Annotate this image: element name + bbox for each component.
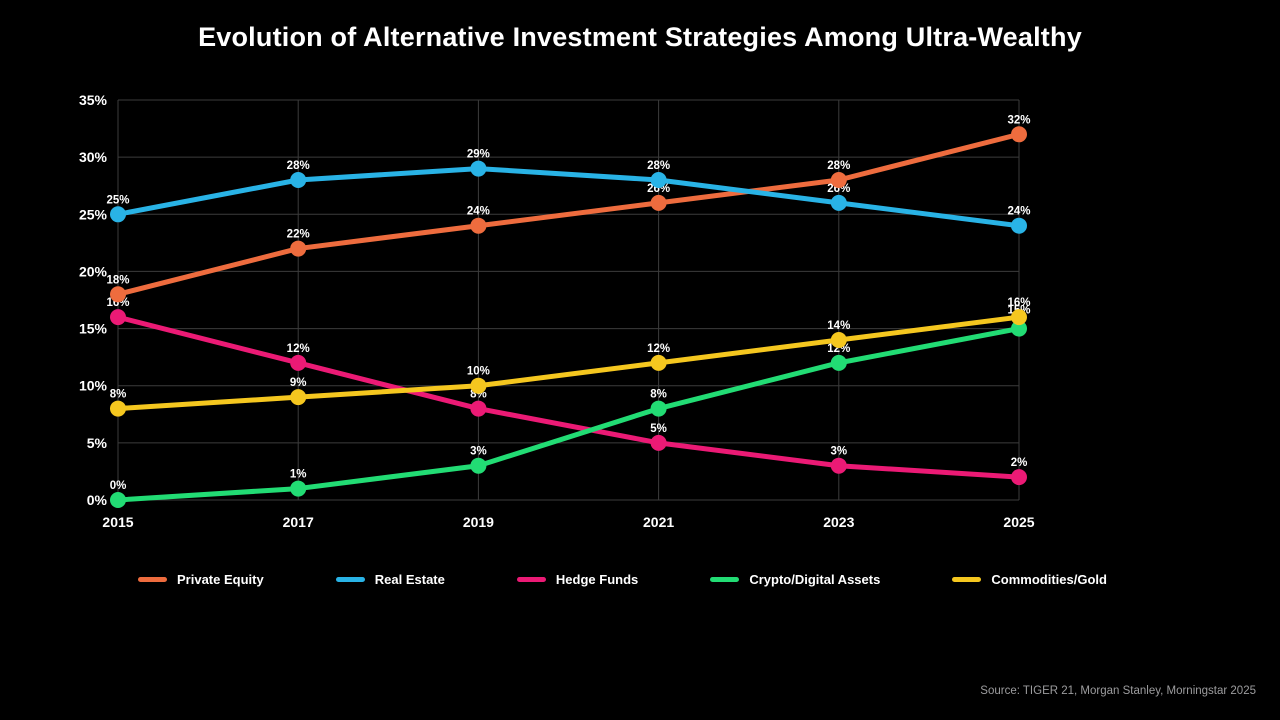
data-point — [830, 194, 847, 211]
data-point-label: 16% — [106, 297, 129, 309]
data-point — [650, 194, 667, 211]
data-point — [290, 240, 307, 257]
data-point — [290, 172, 307, 188]
data-point — [290, 389, 307, 406]
legend-label: Hedge Funds — [555, 572, 639, 587]
data-point — [1011, 320, 1027, 337]
data-point-label: 24% — [467, 206, 490, 218]
data-point — [110, 206, 126, 223]
data-point — [1011, 217, 1027, 234]
data-point-label: 8% — [650, 389, 667, 401]
x-axis-tick: 2015 — [102, 514, 133, 530]
legend-swatch — [710, 577, 740, 582]
data-point-label: 16% — [1007, 297, 1030, 309]
legend-item: Crypto/Digital Assets — [710, 572, 880, 587]
legend-label: Commodities/Gold — [991, 572, 1107, 587]
data-point — [110, 309, 126, 326]
legend-swatch — [335, 577, 365, 582]
legend-label: Crypto/Digital Assets — [749, 572, 881, 587]
data-point-label: 24% — [1007, 206, 1030, 218]
data-point-label: 5% — [650, 423, 667, 435]
data-point — [830, 172, 847, 188]
x-axis-tick: 2019 — [463, 514, 494, 530]
data-point — [830, 457, 847, 474]
series-line — [115, 166, 1022, 229]
data-point-label: 12% — [287, 343, 310, 355]
legend-label: Private Equity — [177, 572, 264, 587]
data-point — [830, 332, 847, 348]
data-point-label: 8% — [110, 389, 127, 401]
legend-swatch — [138, 577, 167, 582]
source-note: Source: TIGER 21, Morgan Stanley, Mornin… — [980, 685, 1256, 697]
data-point — [290, 354, 307, 371]
data-point — [110, 286, 126, 303]
x-axis-tick: 2023 — [823, 514, 854, 530]
data-point — [110, 492, 126, 508]
y-axis-tick: 20% — [79, 263, 108, 279]
legend-item: Real Estate — [335, 572, 445, 587]
data-point — [470, 377, 487, 394]
x-axis-tick: 2017 — [283, 514, 314, 530]
data-point-label: 1% — [290, 469, 307, 481]
data-point-label: 22% — [287, 229, 310, 241]
data-point-label: 3% — [470, 446, 487, 458]
legend-swatch — [952, 577, 982, 582]
data-point-label: 26% — [647, 183, 670, 195]
data-point-label: 18% — [106, 274, 129, 286]
x-axis-tick: 2025 — [1003, 514, 1034, 530]
data-point-label: 28% — [647, 160, 670, 172]
data-point-label: 29% — [467, 149, 490, 161]
data-point-label: 14% — [827, 320, 850, 332]
data-point — [470, 400, 487, 417]
data-point — [650, 172, 667, 188]
y-axis-tick: 15% — [79, 321, 108, 337]
series-line — [115, 314, 1022, 480]
data-point — [1011, 126, 1027, 143]
data-point — [650, 434, 667, 451]
data-point-label: 10% — [467, 366, 490, 378]
data-point-label: 26% — [827, 183, 850, 195]
data-point — [650, 354, 667, 371]
data-point-label: 32% — [1007, 114, 1030, 126]
y-axis-tick: 25% — [79, 206, 108, 222]
data-point-label: 2% — [1011, 457, 1028, 469]
y-axis-tick: 5% — [87, 435, 108, 451]
data-point-label: 9% — [290, 377, 307, 389]
data-point-label: 12% — [827, 343, 850, 355]
data-point-label: 3% — [830, 446, 847, 458]
y-axis-tick: 30% — [79, 149, 108, 165]
data-point — [290, 480, 307, 497]
data-point — [470, 160, 487, 177]
data-point — [470, 457, 487, 474]
y-axis-tick: 0% — [87, 492, 108, 508]
data-point — [1011, 309, 1027, 326]
page-title: Evolution of Alternative Investment Stra… — [198, 22, 1082, 52]
y-axis-tick: 10% — [79, 378, 108, 394]
data-point-label: 0% — [110, 480, 127, 492]
data-point-label: 12% — [647, 343, 670, 355]
y-axis-tick: 35% — [79, 92, 108, 108]
data-point — [830, 354, 847, 371]
x-axis-tick: 2021 — [643, 514, 674, 530]
data-point — [470, 217, 487, 234]
data-point — [110, 400, 126, 417]
legend-label: Real Estate — [374, 572, 445, 587]
legend-item: Private Equity — [138, 572, 264, 587]
data-point — [1011, 469, 1027, 486]
series-line — [115, 131, 1022, 297]
series-line — [115, 326, 1022, 503]
data-point-label: 28% — [827, 160, 850, 172]
data-point-label: 28% — [287, 160, 310, 172]
legend: Private Equity Real Estate Hedge Funds Cryp… — [138, 572, 1107, 587]
legend-swatch — [516, 577, 546, 582]
legend-item: Commodities/Gold — [952, 572, 1107, 587]
data-point — [650, 400, 667, 417]
data-point-label: 25% — [106, 194, 129, 206]
series-line — [115, 314, 1022, 412]
legend-item: Hedge Funds — [516, 572, 639, 587]
